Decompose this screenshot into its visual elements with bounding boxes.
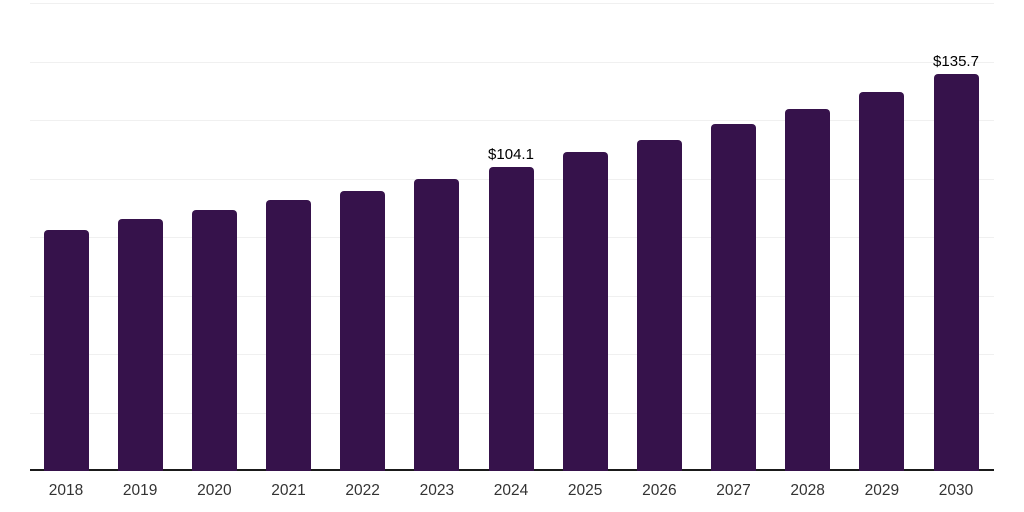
bar-2028: [785, 109, 831, 471]
bar-2030: [933, 74, 979, 471]
bar-2021: [266, 200, 311, 471]
x-tick-2021: 2021: [271, 482, 306, 499]
bar-2029: [859, 91, 905, 471]
x-tick-2023: 2023: [419, 482, 455, 499]
bar-2019: [117, 219, 163, 471]
bar-2023: [414, 178, 460, 471]
bar-2024: [488, 166, 534, 471]
x-tick-2024: 2024: [493, 482, 529, 499]
data-label-2030: $135.7: [933, 53, 979, 71]
x-tick-2020: 2020: [197, 482, 232, 499]
gridline: [30, 3, 994, 4]
data-label-2024: $104.1: [488, 145, 534, 163]
gridline: [30, 120, 994, 121]
bar-2020: [191, 209, 237, 471]
x-tick-2026: 2026: [642, 482, 677, 499]
x-tick-2030: 2030: [938, 482, 974, 499]
x-tick-2025: 2025: [567, 482, 603, 499]
bar-2018: [43, 229, 89, 471]
x-tick-2018: 2018: [48, 482, 84, 499]
bar-2025: [562, 152, 608, 471]
plot-area: $104.1 $135.7: [30, 3, 994, 471]
x-tick-2028: 2028: [790, 482, 825, 499]
gridline: [30, 61, 994, 63]
x-tick-2022: 2022: [345, 482, 380, 499]
bar-2027: [711, 124, 756, 471]
bar-2022: [340, 190, 386, 471]
x-tick-2027: 2027: [716, 482, 751, 499]
x-tick-2019: 2019: [122, 482, 158, 499]
bar-2026: [636, 139, 682, 471]
x-tick-2029: 2029: [864, 482, 900, 499]
